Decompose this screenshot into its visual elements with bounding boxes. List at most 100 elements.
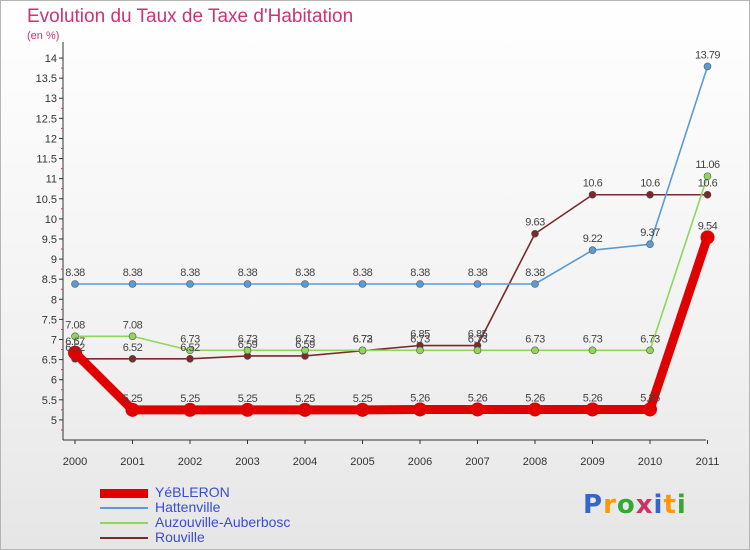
series-line-1 [75,66,709,285]
data-point [71,280,79,288]
data-label: 8.38 [525,267,545,279]
legend-label: Hattenville [155,499,221,515]
data-label: 6.85 [468,329,488,341]
data-label: 9.54 [698,220,718,232]
data-label: 10.6 [640,178,660,190]
data-label: 5.26 [468,392,488,404]
y-tick-label: 10 [45,214,57,226]
y-tick-label: 13.5 [36,73,57,85]
legend-label: Rouville [155,529,205,545]
x-tick-label: 2003 [235,456,259,468]
data-point [358,346,367,355]
y-tick-label: 13 [45,93,57,105]
data-label: 6.73 [295,333,315,345]
data-point [531,346,539,355]
data-point [470,402,485,417]
data-point [243,346,252,355]
data-point [588,246,597,255]
data-label: 8.38 [468,267,488,279]
data-label: 6.52 [180,342,200,354]
y-tick-label: 11.5 [36,154,57,166]
series-line-3 [75,193,708,360]
data-point [531,229,539,238]
data-point [528,402,542,417]
data-point [355,402,370,417]
data-point [473,346,482,355]
y-tick-label: 14 [45,53,57,65]
data-label: 9.63 [525,217,545,229]
x-tick-label: 2009 [580,456,604,468]
data-label: 9.22 [583,233,603,245]
data-point [413,402,427,417]
x-tick-label: 2002 [178,456,202,468]
data-label: 13.79 [695,49,720,61]
data-point [646,240,654,248]
data-point [700,230,715,245]
data-label: 8.38 [410,267,430,279]
y-tick-label: 6 [51,375,57,387]
data-label: 5.26 [525,392,545,404]
data-point [301,280,309,288]
data-point [588,346,597,355]
data-label: 9.37 [640,227,660,239]
data-label: 7.08 [65,319,85,331]
data-point [643,402,657,417]
series-line-2 [75,175,709,352]
data-point [71,332,79,341]
data-point [416,346,424,355]
data-point [416,280,424,288]
data-label: 6.85 [410,329,430,341]
chart-unit: (en %) [27,30,60,42]
y-tick-label: 5.5 [42,395,57,407]
data-point [240,402,255,417]
data-point [585,402,600,417]
legend-swatch [100,507,148,509]
data-point [703,190,712,199]
x-tick-label: 2011 [696,456,720,468]
x-tick-label: 2006 [408,456,432,468]
data-label: 8.38 [180,267,200,279]
x-tick-label: 2000 [63,456,87,468]
data-point [128,354,137,363]
x-tick-label: 2005 [350,456,374,468]
y-tick-label: 9 [51,254,57,266]
y-tick-label: 6.5 [42,355,57,367]
data-point [473,280,482,288]
proxiti-logo: Proxiti [583,490,687,520]
data-label: 6.67 [65,336,85,348]
data-label: 11.06 [695,159,720,171]
data-label: 6.52 [123,342,143,354]
data-label: 6.59 [238,339,258,351]
data-label: 6.52 [65,342,85,354]
data-label: 6.59 [295,339,315,351]
data-point [703,62,712,71]
data-point [186,346,194,355]
data-point [358,280,367,288]
data-point [128,280,137,288]
data-point [703,172,712,181]
logo-letter: i [653,490,664,520]
legend-swatch [100,522,148,524]
data-label: 6.73 [180,333,200,345]
data-label: 5.25 [295,393,315,405]
logo-letter: o [616,490,636,520]
data-label: 8.38 [238,267,258,279]
x-tick-label: 2001 [120,456,144,468]
series-line-0 [71,235,712,415]
data-label: 10.6 [583,178,603,190]
data-label: 8.38 [295,267,315,279]
y-tick-label: 11 [46,174,57,186]
chart-title: Evolution du Taux de Taxe d'Habitation [27,6,354,27]
data-point [646,346,654,355]
y-tick-label: 12 [45,133,57,145]
y-tick-label: 7 [51,334,57,346]
x-tick-label: 2010 [638,456,662,468]
data-point [588,190,597,199]
logo-letter: i [676,490,687,520]
data-label: 6.73 [410,333,430,345]
legend-label: Auzouville-Auberbosc [155,514,291,530]
data-label: 5.26 [583,392,603,404]
data-label: 8.38 [353,267,373,279]
data-label: 5.25 [180,393,200,405]
